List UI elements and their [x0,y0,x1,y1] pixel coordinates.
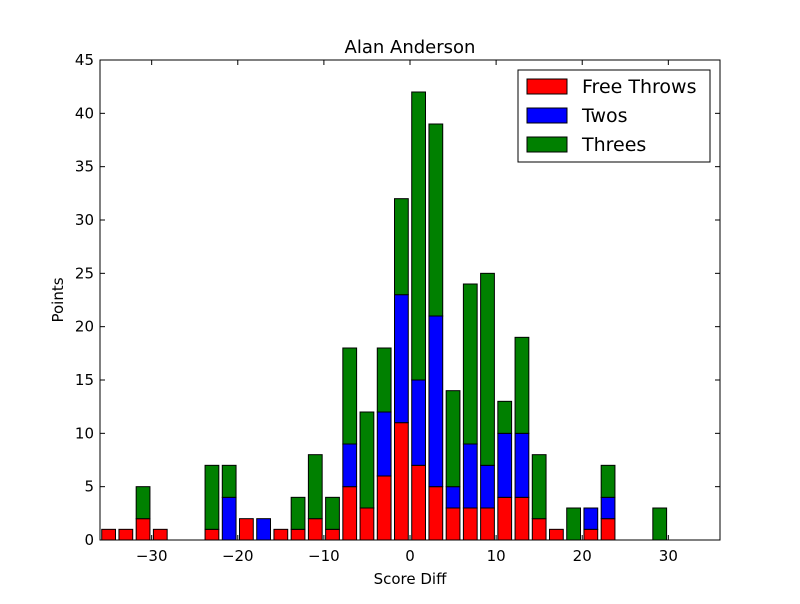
y-tick-label: 35 [75,158,94,176]
y-tick-label: 0 [84,531,94,549]
bar-threes [600,464,616,498]
bar-free-throws [118,528,134,541]
bar-free-throws [531,518,547,541]
bar-threes [514,336,530,434]
bar-threes [342,347,358,445]
bar-free-throws [514,496,530,541]
bar-free-throws [497,496,513,541]
y-tick-label: 15 [75,371,94,389]
bar-free-throws [480,507,495,541]
legend-label: Twos [581,105,628,127]
bar-free-throws [549,528,564,541]
bar-twos [514,432,530,498]
bar-twos [342,443,358,488]
bar-free-throws [135,518,151,541]
bar-free-throws [600,518,616,541]
bar-threes [566,507,582,541]
y-axis-label: Points [49,277,67,322]
y-axis-ticks: 0 5 10 15 20 25 30 35 40 45 [75,51,720,549]
bar-free-throws [290,528,306,541]
bar-twos [497,432,513,498]
y-tick-label: 25 [75,264,94,282]
bar-free-throws [462,507,478,541]
bar-threes [652,507,668,541]
bar-threes [376,347,392,413]
bar-threes [394,198,409,296]
bar-free-throws [428,486,444,541]
x-tick-label: 20 [573,547,592,565]
legend-label: Threes [581,134,646,156]
bar-threes [462,283,478,445]
legend-label: Free Throws [582,76,696,98]
bar-free-throws [376,475,392,541]
legend: Free Throws Twos Threes [517,69,711,163]
bar-free-throws [273,528,289,541]
bar-twos [480,464,495,509]
bar-threes [204,464,220,530]
bar-threes [307,454,323,520]
bar-free-throws [307,518,323,541]
x-axis-label: Score Diff [374,570,447,588]
chart-title: Alan Anderson [345,37,476,58]
x-tick-label: −20 [222,547,254,565]
y-tick-label: 45 [75,51,94,69]
bar-twos [445,486,461,509]
bar-threes [135,486,151,520]
bar-free-throws [101,528,116,541]
bar-free-throws [239,518,254,541]
y-tick-label: 30 [75,211,94,229]
y-tick-label: 10 [75,424,94,442]
legend-swatch [526,78,568,95]
bar-free-throws [445,507,461,541]
x-tick-label: 30 [659,547,678,565]
x-axis-ticks: −30 −20 −10 0 10 20 30 [136,60,678,565]
bar-twos [462,443,478,509]
bar-free-throws [583,528,599,541]
x-tick-label: 0 [405,547,415,565]
bar-free-throws [394,422,409,541]
y-tick-label: 5 [84,478,94,496]
bar-twos [256,518,272,541]
bar-twos [394,294,409,424]
bar-threes [497,400,513,434]
bar-twos [428,315,444,488]
bar-threes [290,496,306,530]
bar-free-throws [204,528,220,541]
bar-twos [376,411,392,477]
y-tick-label: 20 [75,318,94,336]
x-tick-label: 10 [487,547,506,565]
bar-free-throws [342,486,358,541]
bar-threes [325,496,340,530]
bar-twos [583,507,599,530]
bar-free-throws [359,507,375,541]
bar-twos [600,496,616,520]
bar-twos [221,496,237,541]
bar-threes [480,272,495,466]
bar-threes [428,123,444,317]
x-tick-label: −10 [308,547,340,565]
bar-free-throws [152,528,168,541]
bar-twos [411,379,427,466]
bar-threes [531,454,547,520]
x-tick-label: −30 [136,547,168,565]
legend-swatch [526,107,568,124]
bar-threes [359,411,375,509]
bar-threes [221,464,237,498]
legend-swatch [526,136,568,153]
bar-threes [445,390,461,488]
bar-threes [411,91,427,381]
y-tick-label: 40 [75,104,94,122]
bar-free-throws [325,528,340,541]
bars-layer [101,91,668,541]
bar-free-throws [411,464,427,541]
